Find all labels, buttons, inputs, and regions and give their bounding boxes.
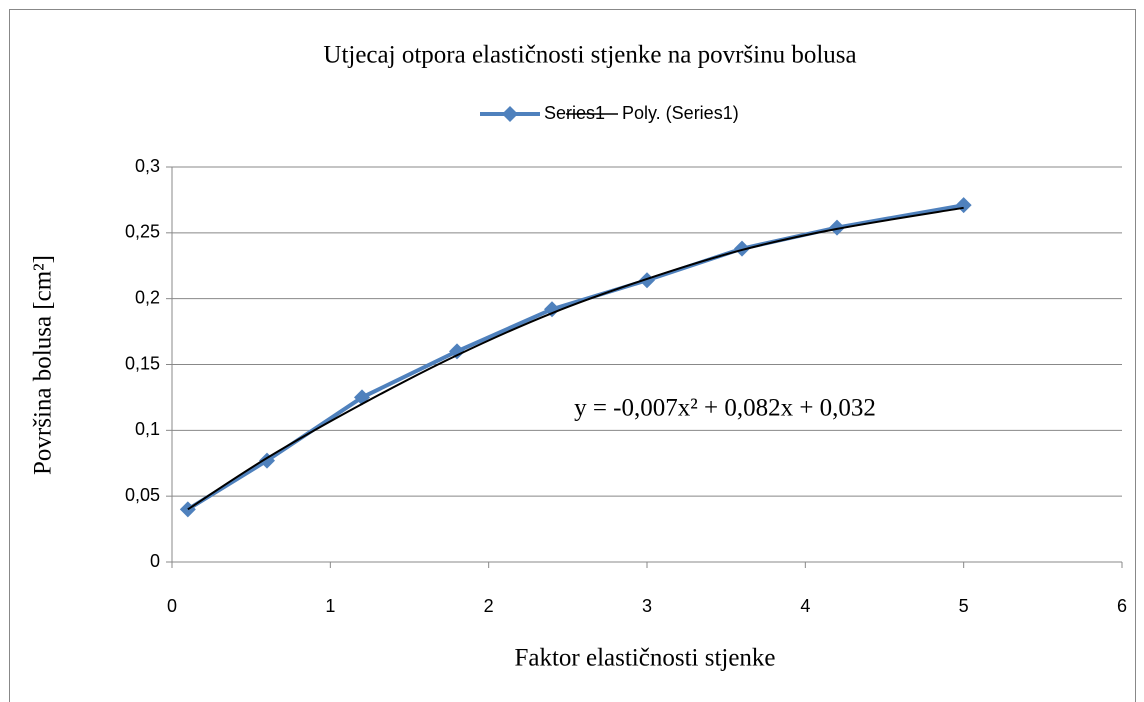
data-marker xyxy=(829,219,845,236)
y-tick-label: 0,15 xyxy=(125,353,160,373)
x-tick-label: 1 xyxy=(325,596,335,616)
x-tick-label: 5 xyxy=(959,596,969,616)
trendline-equation: y = -0,007x² + 0,082x + 0,032 xyxy=(574,395,876,422)
y-tick-label: 0,25 xyxy=(125,222,160,242)
x-tick-label: 2 xyxy=(484,596,494,616)
series-line xyxy=(186,203,965,512)
y-tick-label: 0,2 xyxy=(135,287,160,307)
y-tick-label: 0,1 xyxy=(135,419,160,439)
chart-title: Utjecaj otpora elastičnosti stjenke na p… xyxy=(323,42,856,69)
y-axis-label: Površina bolusa [cm²] xyxy=(30,255,57,475)
y-tick-label: 0,3 xyxy=(135,156,160,176)
data-marker xyxy=(544,301,560,318)
chart-frame xyxy=(9,9,1136,702)
y-tick-label: 0 xyxy=(150,551,160,571)
x-axis-label: Faktor elastičnosti stjenke xyxy=(514,645,775,672)
trendline xyxy=(187,206,964,511)
legend-marker xyxy=(502,106,518,122)
data-marker xyxy=(955,197,972,214)
data-marker xyxy=(449,343,465,360)
legend-label: Series1 xyxy=(544,103,605,123)
data-marker xyxy=(734,240,750,257)
legend-label: Poly. (Series1) xyxy=(622,103,739,123)
x-tick-label: 4 xyxy=(800,596,810,616)
data-marker xyxy=(639,272,655,289)
x-tick-label: 3 xyxy=(642,596,652,616)
y-tick-label: 0,05 xyxy=(125,485,160,505)
x-tick-label: 0 xyxy=(167,596,177,616)
x-tick-label: 6 xyxy=(1117,596,1127,616)
